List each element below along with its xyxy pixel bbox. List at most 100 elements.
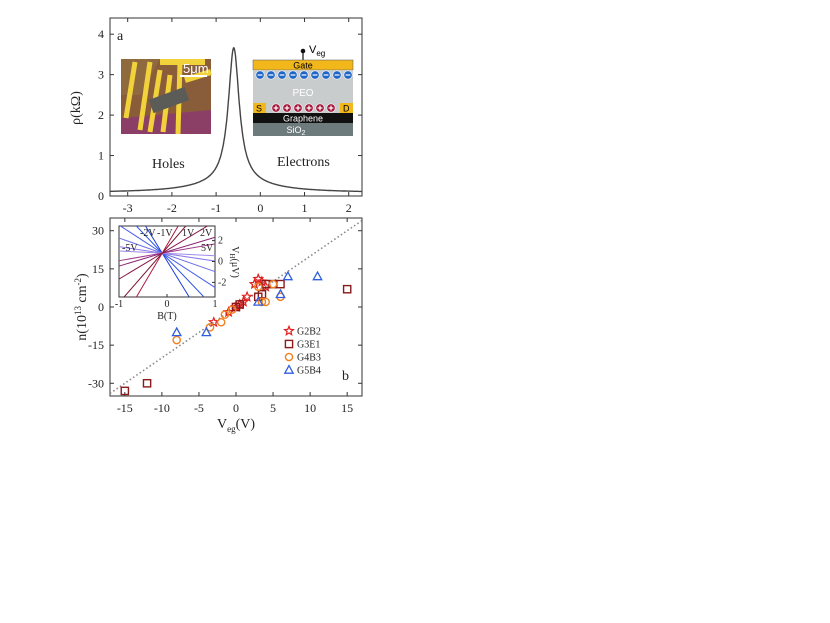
inset-line-label: -1V (157, 228, 173, 239)
inset-xtick-label: 0 (165, 299, 170, 310)
panel-a-ytick-label: 0 (98, 189, 104, 203)
inset-xtick-label: 1 (213, 299, 218, 310)
device-photo: 5μm (121, 59, 212, 135)
inset-line-group (119, 226, 215, 297)
data-point-g4b3 (216, 317, 226, 327)
data-point-g3e1 (235, 300, 245, 309)
data-point-g5b4 (312, 270, 323, 281)
scale-bar-label: 5μm (183, 61, 209, 76)
holes-label: Holes (152, 157, 185, 172)
data-point-g4b3 (172, 335, 182, 345)
inset-ticks: -1 0 1 2 0 -2 (115, 236, 227, 310)
veg-label: Veg (309, 44, 325, 58)
panel-a-ytick-label: 4 (98, 27, 104, 41)
panel-b-xlabel: Veg(V) (217, 417, 255, 434)
legend: G2B2 G3E1 G4B3 G5B4 (283, 324, 321, 377)
gate-label: Gate (293, 61, 313, 71)
panel-b-xtick-label: -10 (154, 401, 170, 415)
gate-terminal (300, 48, 306, 54)
panel-a-frame (109, 17, 363, 197)
sio2-label: SiO2 (287, 125, 306, 137)
legend-marker-g4b3 (284, 352, 294, 362)
source-label: S (256, 104, 262, 114)
panel-b-xtick-label: 5 (270, 401, 276, 415)
legend-label-g2b2: G2B2 (297, 327, 321, 338)
peo-label: PEO (292, 88, 313, 99)
inset-ytick-label: -2 (218, 277, 226, 288)
panel-a-ytick-label: 3 (98, 68, 104, 82)
panel-a-xtick-label: -1 (211, 201, 221, 215)
panel-b-ytick-label: 0 (98, 300, 104, 314)
legend-label-g4b3: G4B3 (297, 353, 321, 364)
panel-a-ticks: -3 -2 -1 0 1 2 0 1 2 3 4 (98, 18, 362, 215)
inset-ytick-label: 0 (218, 257, 223, 268)
panel-a: a ρ(kΩ) -3 -2 -1 0 1 2 0 1 2 3 4 5μm Veg Gate PEO (69, 17, 363, 215)
panel-a-xtick-label: 2 (346, 201, 352, 215)
panel-a-letter: a (117, 29, 124, 44)
panel-a-ytick-label: 1 (98, 149, 104, 163)
inset-ytick-label: 2 (218, 236, 223, 247)
panel-a-xtick-label: 0 (257, 201, 263, 215)
inset-line-label: 2V (200, 228, 213, 239)
legend-marker-g3e1 (284, 339, 294, 349)
data-point-g2b2 (207, 316, 220, 328)
electrons-label: Electrons (277, 155, 330, 170)
data-point-g5b4 (171, 326, 183, 337)
inset-xtick-label: -1 (115, 299, 123, 310)
data-point-g4b3 (261, 297, 270, 307)
drain-label: D (343, 104, 350, 114)
data-point-g2b2 (241, 290, 254, 302)
photo-graphene-flake (148, 86, 190, 114)
panel-b-ylabel: n(1013 cm-2) (73, 273, 90, 341)
data-point-g4b3 (253, 282, 263, 291)
inset-hall-lines (119, 226, 215, 297)
panel-a-ylabel: ρ(kΩ) (69, 91, 84, 125)
data-point-g3e1 (120, 386, 130, 396)
legend-marker-g5b4 (283, 364, 295, 374)
resistivity-curve (110, 47, 362, 193)
inset-line-label: 5V (201, 243, 214, 254)
panel-b-xtick-label: -5 (194, 401, 204, 415)
inset-ylabel: VH(μV) (228, 246, 240, 278)
legend-label-g5b4: G5B4 (297, 366, 321, 377)
legend-label-g3e1: G3E1 (297, 340, 320, 351)
panel-a-xtick-label: -2 (167, 201, 177, 215)
inset-xlabel: B(T) (157, 311, 176, 322)
layer-stack-diagram: Veg Gate PEO S D Graphene SiO2 (252, 44, 354, 137)
electron-row (255, 70, 353, 80)
data-point-g5b4 (201, 326, 212, 337)
data-point-g5b4 (252, 296, 264, 306)
panel-a-xtick-label: 1 (302, 201, 308, 215)
hall-inset: -1 0 1 2 0 -2 B(T) VH(μV) -2V -1V 1V 2V -5V 5V (115, 225, 240, 322)
graphene-label: Graphene (283, 114, 323, 124)
inset-line-label: -2V (140, 228, 156, 239)
inset-line-label: 1V (182, 228, 195, 239)
panel-b-ytick-label: 15 (92, 262, 104, 276)
hole-row (271, 103, 336, 113)
panel-a-xtick-label: -3 (123, 201, 133, 215)
data-point-g4b3 (227, 305, 237, 314)
inset-line-label: -5V (122, 243, 138, 254)
panel-a-ytick-label: 2 (98, 108, 104, 122)
panel-b-letter: b (342, 369, 349, 384)
panel-b-xtick-label: 10 (304, 401, 316, 415)
hall-line (135, 226, 179, 297)
panel-b-xtick-label: -15 (117, 401, 133, 415)
data-point-g3e1 (142, 378, 152, 388)
scatter-points (120, 270, 352, 396)
panel-b-xtick-label: 15 (341, 401, 353, 415)
sio2-layer (253, 123, 353, 136)
data-point-g3e1 (276, 279, 285, 289)
panel-b-ytick-label: 30 (92, 224, 104, 238)
graphene-layer (253, 113, 353, 123)
panel-b-ytick-label: -15 (88, 338, 104, 352)
panel-b-ytick-label: -30 (88, 376, 104, 390)
inset-line-labels: -2V -1V 1V 2V -5V 5V (122, 228, 214, 254)
panel-b-xtick-label: 0 (233, 401, 239, 415)
data-point-g5b4 (282, 270, 294, 281)
data-point-g5b4 (275, 288, 286, 299)
data-point-g4b3 (220, 310, 230, 319)
